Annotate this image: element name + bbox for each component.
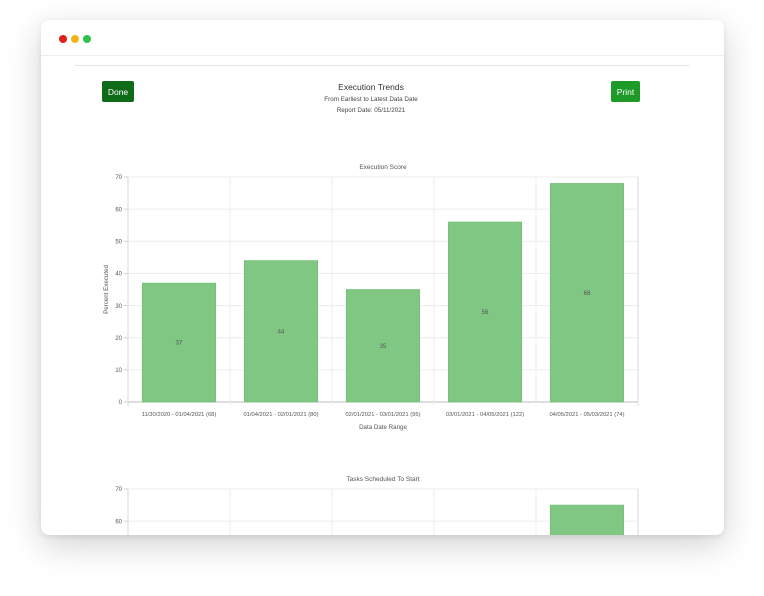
y-tick-label: 70 — [115, 487, 122, 493]
report-subtitle: From Earliest to Latest Data Date — [324, 96, 418, 103]
close-window-dot[interactable] — [59, 35, 67, 43]
bar-value-label: 37 — [176, 341, 183, 347]
bar — [447, 221, 523, 403]
chart-title: Execution Score — [359, 164, 407, 171]
bar — [141, 282, 217, 403]
bar-value-label: 56 — [482, 310, 489, 316]
y-axis-title: Percent Executed — [103, 265, 110, 314]
minimize-window-dot[interactable] — [71, 35, 79, 43]
y-tick-label: 20 — [115, 336, 122, 342]
bar — [243, 260, 319, 403]
x-tick-label: 01/04/2021 - 02/01/2021 (80) — [243, 412, 318, 418]
x-tick-label: 03/01/2021 - 04/05/2021 (122) — [446, 412, 524, 418]
y-tick-label: 30 — [115, 304, 122, 310]
tasks-scheduled-chart: Tasks Scheduled To Start506070 — [115, 476, 639, 535]
bar — [345, 289, 421, 403]
y-tick-label: 10 — [115, 368, 122, 374]
bar-value-label: 68 — [584, 291, 591, 297]
chart-title: Tasks Scheduled To Start — [346, 476, 419, 483]
window-titlebar — [41, 20, 724, 56]
x-tick-label: 04/05/2021 - 05/03/2021 (74) — [549, 412, 624, 418]
bar — [549, 504, 625, 535]
maximize-window-dot[interactable] — [83, 35, 91, 43]
y-tick-label: 50 — [115, 239, 122, 245]
bar-value-label: 44 — [278, 329, 285, 335]
y-tick-label: 40 — [115, 272, 122, 278]
header-divider — [75, 65, 689, 66]
x-axis-title: Data Date Range — [359, 424, 407, 431]
x-tick-label: 02/01/2021 - 03/01/2021 (95) — [345, 412, 420, 418]
x-tick-label: 11/30/2020 - 01/04/2021 (68) — [142, 412, 217, 418]
done-button[interactable]: Done — [102, 81, 134, 102]
execution-score-chart: Execution Score 0 10 20 30 40 50 60 70 37 44 35 56 68… — [103, 164, 639, 431]
y-tick-label: 0 — [119, 400, 123, 406]
report-date: Report Date: 05/11/2021 — [336, 107, 406, 114]
browser-window: Done Print Execution Trends From Earlies… — [41, 20, 724, 535]
report-page: Done Print Execution Trends From Earlies… — [41, 56, 724, 535]
y-tick-label: 60 — [115, 207, 122, 213]
y-tick-label: 60 — [115, 519, 122, 525]
y-tick-label: 70 — [115, 175, 122, 181]
bar — [549, 183, 625, 403]
bar-value-label: 35 — [380, 344, 387, 350]
report-title: Execution Trends — [338, 82, 404, 92]
print-button[interactable]: Print — [611, 81, 640, 102]
